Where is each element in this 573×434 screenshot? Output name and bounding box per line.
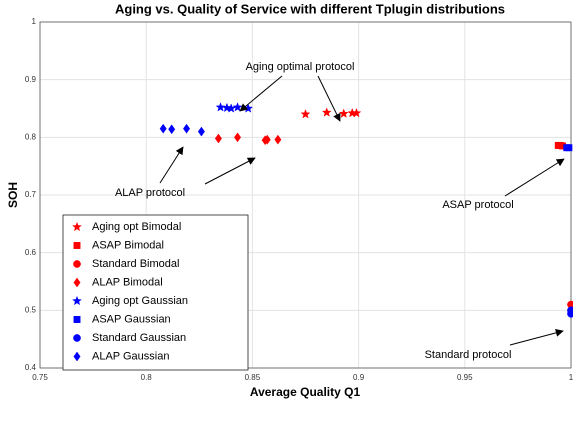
marker-diamond [183,123,191,134]
y-tick-label: 0.4 [25,363,37,372]
annotation: Standard protocol [425,349,512,361]
annotation-arrow [159,146,184,184]
marker-diamond [197,126,205,137]
legend-label: Standard Bimodal [92,258,179,270]
annotation: ASAP protocol [442,199,513,211]
x-tick-label: 0.8 [141,373,153,382]
annotation-arrow [317,75,341,122]
annotation: ALAP protocol [115,187,185,199]
annotation: Aging optimal protocol [246,61,355,73]
marker-star [338,108,349,118]
axes-frame [39,21,572,369]
legend-label: ASAP Gaussian [92,313,171,325]
x-tick-label: 0.95 [457,373,473,382]
y-tick-label: 0.6 [25,248,37,257]
legend-label: ASAP Bimodal [92,239,164,251]
x-tick-label: 0.85 [245,373,261,382]
annotation-arrow [504,158,565,197]
legend: Aging opt Bimodal ASAP Bimodal Standard Bi… [62,214,249,371]
marker-star [215,102,226,112]
marker-diamond [263,134,271,145]
legend-label: Standard Gaussian [92,332,186,344]
legend-label: Aging opt Bimodal [92,221,181,233]
x-axis-label: Average Quality Q1 [250,385,361,399]
x-tick-label: 0.75 [32,373,48,382]
legend-label: ALAP Gaussian [92,350,169,362]
marker-diamond [214,133,222,144]
marker-star [72,295,82,306]
annotation-arrow [239,75,283,112]
legend-label: ALAP Bimodal [92,276,163,288]
legend-box [62,214,249,371]
marker-star [72,221,82,232]
marker-square [73,316,81,323]
y-axis-label: SOH [6,182,20,208]
y-tick-label: 0.9 [25,75,37,84]
marker-diamond [73,351,81,362]
marker-circle [73,260,81,268]
x-tick-label: 0.9 [353,373,365,382]
y-tick-label: 1 [32,17,37,26]
marker-diamond [274,134,282,145]
marker-star [351,107,362,118]
marker-diamond [168,124,176,135]
marker-diamond [234,132,242,143]
marker-star [300,109,311,119]
x-tick-label: 1 [569,373,573,382]
marker-square [73,242,81,249]
marker-star [321,107,332,117]
legend-label: Aging opt Gaussian [92,295,188,307]
marker-diamond [73,277,81,288]
y-tick-label: 0.8 [25,132,37,141]
y-tick-label: 0.7 [25,190,37,199]
annotation-arrow [509,328,564,346]
y-tick-label: 0.5 [25,305,37,314]
marker-square [565,144,573,152]
marker-circle [73,334,81,342]
annotation-arrow [204,157,256,185]
marker-circle [567,306,573,315]
marker-diamond [159,123,167,134]
chart-title: Aging vs. Quality of Service with differ… [115,1,505,16]
